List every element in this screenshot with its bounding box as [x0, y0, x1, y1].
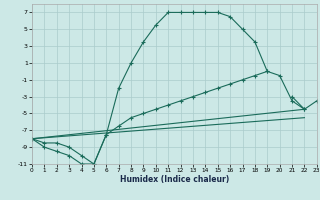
X-axis label: Humidex (Indice chaleur): Humidex (Indice chaleur) — [120, 175, 229, 184]
